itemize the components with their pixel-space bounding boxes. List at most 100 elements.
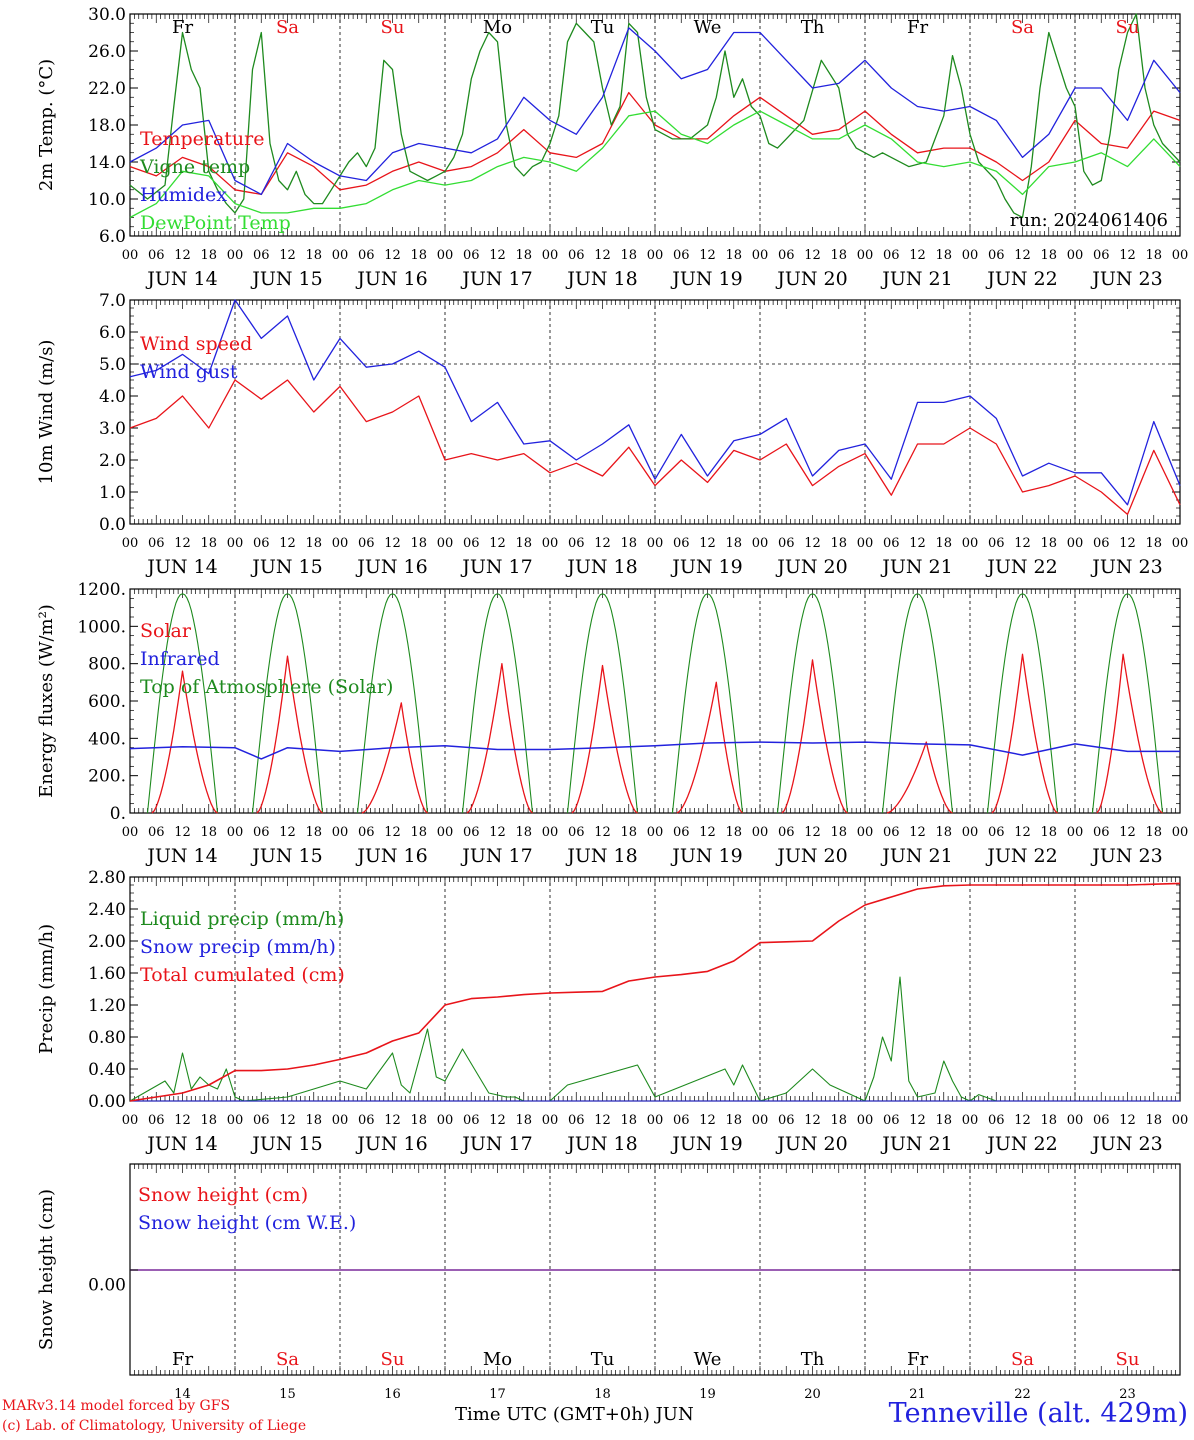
x-hour-label: 00 bbox=[122, 536, 139, 551]
panel-1: 6.0 10.0 14.0 18.0 22.0 26.0 30.0 2m Temp. (°C)… bbox=[36, 5, 1188, 290]
x-hour-label: 18 bbox=[725, 825, 742, 840]
legend-snow-height-cm-: Snow height (cm) bbox=[138, 1184, 308, 1206]
y-tick-label: 30.0 bbox=[88, 5, 126, 25]
x-date-label: JUN 18 bbox=[565, 268, 637, 290]
y-tick-label: 6.0 bbox=[99, 323, 126, 343]
station-title: Tenneville (alt. 429m) bbox=[888, 1398, 1188, 1429]
x-date-label: JUN 23 bbox=[1090, 845, 1162, 867]
legend-infrared: Infrared bbox=[140, 648, 220, 670]
x-date-label: JUN 21 bbox=[880, 845, 952, 867]
x-hour-label: 12 bbox=[384, 825, 401, 840]
x-hour-label: 18 bbox=[935, 248, 952, 263]
x-hour-label: 00 bbox=[647, 825, 664, 840]
x-hour-label: 18 bbox=[200, 825, 217, 840]
x-hour-label: 06 bbox=[883, 825, 900, 840]
x-hour-label: 12 bbox=[384, 536, 401, 551]
day-number-label: 19 bbox=[699, 1387, 716, 1402]
series-solar-day bbox=[151, 670, 218, 814]
series-solar-day bbox=[886, 741, 953, 814]
x-date-label: JUN 16 bbox=[355, 268, 427, 290]
series-solar-day bbox=[1096, 653, 1163, 814]
x-date-label: JUN 14 bbox=[145, 845, 217, 867]
x-hour-label: 06 bbox=[253, 248, 270, 263]
legend-solar: Solar bbox=[140, 620, 192, 642]
x-hour-label: 00 bbox=[857, 1113, 874, 1128]
weekday-label: Sa bbox=[276, 17, 299, 38]
x-date-label: JUN 19 bbox=[670, 845, 742, 867]
x-hour-label: 06 bbox=[253, 536, 270, 551]
y-tick-label: 0.00 bbox=[88, 1276, 126, 1296]
weekday-label: Fr bbox=[172, 17, 193, 38]
x-hour-label: 18 bbox=[935, 536, 952, 551]
weekday-label: Fr bbox=[172, 1349, 193, 1370]
x-hour-label: 18 bbox=[515, 1113, 532, 1128]
x-hour-label: 12 bbox=[594, 825, 611, 840]
x-date-label: JUN 20 bbox=[775, 845, 847, 867]
y-tick-label: 800. bbox=[88, 655, 126, 675]
x-date-label: JUN 18 bbox=[565, 845, 637, 867]
x-date-label: JUN 19 bbox=[670, 1133, 742, 1155]
x-hour-label: 00 bbox=[1067, 536, 1084, 551]
x-hour-label: 06 bbox=[358, 248, 375, 263]
legend-vigne-temp: Vigne temp bbox=[139, 156, 250, 178]
x-date-label: JUN 22 bbox=[985, 556, 1057, 578]
x-hour-label: 06 bbox=[1093, 536, 1110, 551]
x-hour-label: 18 bbox=[1145, 248, 1162, 263]
x-hour-label: 06 bbox=[148, 248, 165, 263]
x-hour-label: 18 bbox=[1145, 536, 1162, 551]
x-date-label: JUN 21 bbox=[880, 556, 952, 578]
day-number-label: 14 bbox=[174, 1387, 191, 1402]
x-hour-label: 06 bbox=[883, 536, 900, 551]
x-hour-label: 18 bbox=[305, 248, 322, 263]
legend-wind-gust: Wind gust bbox=[140, 361, 238, 383]
day-number-label: 23 bbox=[1119, 1387, 1136, 1402]
legend-humidex: Humidex bbox=[140, 184, 227, 206]
x-hour-label: 00 bbox=[332, 536, 349, 551]
x-hour-label: 06 bbox=[463, 536, 480, 551]
x-hour-label: 00 bbox=[227, 1113, 244, 1128]
x-hour-label: 12 bbox=[909, 536, 926, 551]
x-hour-label: 18 bbox=[830, 536, 847, 551]
y-tick-label: 0.0 bbox=[99, 515, 126, 535]
y-tick-label: 0.80 bbox=[88, 1028, 126, 1048]
y-tick-label: 2.0 bbox=[99, 451, 126, 471]
x-hour-label: 06 bbox=[1093, 825, 1110, 840]
day-number-label: 21 bbox=[909, 1387, 926, 1402]
x-date-label: JUN 14 bbox=[145, 268, 217, 290]
panel-4: 0.00 0.40 0.80 1.20 1.60 2.00 2.40 2.80 Precip (… bbox=[36, 868, 1188, 1155]
x-hour-label: 12 bbox=[174, 1113, 191, 1128]
y-tick-label: 1.20 bbox=[88, 996, 126, 1016]
x-hour-label: 12 bbox=[489, 536, 506, 551]
x-date-label: JUN 16 bbox=[355, 1133, 427, 1155]
x-hour-label: 12 bbox=[1014, 536, 1031, 551]
legend-wind-speed: Wind speed bbox=[140, 333, 252, 355]
weekday-label: Sa bbox=[1011, 17, 1034, 38]
x-hour-label: 18 bbox=[410, 536, 427, 551]
panel-5: 0.00 Snow height (cm) Snow height (cm) Snow… bbox=[36, 1163, 1181, 1402]
run-label: run: 2024061406 bbox=[1010, 210, 1168, 231]
x-hour-label: 00 bbox=[542, 248, 559, 263]
panel-3: 0. 200. 400. 600. 800. 1000. 1200. Energy fluxe… bbox=[36, 580, 1188, 867]
y-tick-label: 1200. bbox=[77, 580, 126, 600]
series-top-of-atmosphere-day bbox=[671, 593, 744, 814]
weekday-label: Su bbox=[1116, 1349, 1140, 1370]
x-hour-label: 00 bbox=[227, 825, 244, 840]
weekday-label: Fr bbox=[907, 17, 928, 38]
x-hour-label: 12 bbox=[174, 536, 191, 551]
x-hour-label: 18 bbox=[515, 825, 532, 840]
x-hour-label: 06 bbox=[673, 248, 690, 263]
x-hour-label: 18 bbox=[725, 248, 742, 263]
x-hour-label: 18 bbox=[1040, 1113, 1057, 1128]
x-hour-label: 06 bbox=[568, 1113, 585, 1128]
x-hour-label: 06 bbox=[568, 536, 585, 551]
series-solar-day bbox=[256, 655, 323, 814]
lab-credit: (c) Lab. of Climatology, University of L… bbox=[2, 1418, 307, 1434]
x-hour-label: 12 bbox=[174, 825, 191, 840]
x-hour-label: 12 bbox=[384, 1113, 401, 1128]
x-hour-label: 00 bbox=[1067, 1113, 1084, 1128]
x-hour-label: 12 bbox=[699, 248, 716, 263]
x-date-label: JUN 17 bbox=[460, 845, 532, 867]
y-tick-label: 2.40 bbox=[88, 900, 126, 920]
weekday-label: Th bbox=[801, 1349, 825, 1370]
x-date-label: JUN 23 bbox=[1090, 556, 1162, 578]
